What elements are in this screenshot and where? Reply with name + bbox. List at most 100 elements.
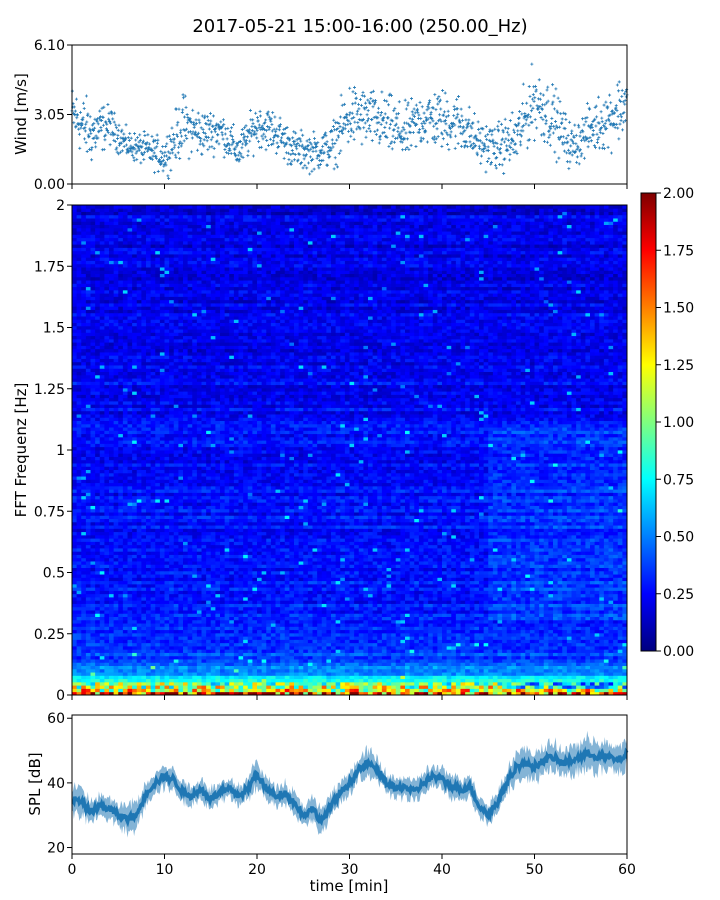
spectrogram-cell [109, 675, 115, 680]
spectrogram-cell [344, 668, 350, 673]
spectrogram-cell [372, 619, 378, 624]
spectrogram-cell [243, 668, 249, 673]
wind-point [311, 146, 315, 150]
wind-point [92, 136, 96, 140]
spectrogram-cell [492, 629, 498, 634]
spectrogram-cell [99, 636, 105, 640]
spectrogram-cell [474, 652, 480, 657]
spectrogram-cell [405, 681, 411, 686]
spectrogram-cell [423, 606, 429, 611]
spectrogram-cell [613, 619, 619, 624]
wind-point [161, 145, 165, 149]
spectrogram-cell [548, 632, 554, 637]
spectrogram-cell [307, 681, 313, 686]
spectrogram-cell [543, 662, 549, 666]
spectrogram-cell [104, 678, 110, 683]
spectrogram-cell [312, 636, 318, 640]
spectrogram-cell [76, 610, 82, 614]
spectrogram-cell [372, 642, 378, 647]
spectrogram-cell [169, 662, 175, 666]
spectrogram-cell [118, 681, 124, 686]
spectrogram-cell [132, 688, 138, 693]
spectrogram-cell [432, 642, 438, 647]
spectrogram-cell [289, 688, 295, 693]
spectrogram-cell [344, 636, 350, 640]
spectrogram-cell [386, 668, 392, 673]
spectrogram-cell [423, 639, 429, 644]
spectrogram-cell [307, 619, 313, 624]
spectrogram-cell [178, 655, 184, 660]
spectrogram-cell [553, 668, 559, 673]
spectrogram-cell [400, 685, 406, 689]
spectrogram-cell [159, 619, 165, 624]
spectrogram-cell [460, 662, 466, 666]
spectrogram-cell [127, 603, 133, 608]
wind-point [304, 153, 308, 157]
spectrogram-cell [460, 629, 466, 634]
spectrogram-cell [525, 655, 531, 660]
spectrogram-cell [284, 626, 290, 631]
wind-point [109, 132, 113, 136]
spectrogram-cell [178, 678, 184, 683]
spectrogram-cell [150, 652, 156, 657]
spectrogram-cell [164, 646, 170, 650]
spectrogram-cell [294, 636, 300, 640]
spectrogram-cell [85, 668, 91, 673]
spectrogram-cell [104, 610, 110, 614]
spectrogram-cell [270, 665, 276, 670]
spectrogram-cell [238, 672, 244, 676]
spectrogram-cell [469, 623, 475, 627]
wind-point [94, 134, 98, 138]
spectrogram-cell [76, 681, 82, 686]
spectrogram-cell [257, 639, 263, 644]
wind-point [319, 151, 323, 155]
spectrogram-cell [238, 642, 244, 647]
spectrogram-cell [409, 668, 415, 673]
spectrogram-cell [580, 685, 586, 689]
spectrogram-cell [599, 616, 605, 621]
wind-point [145, 141, 149, 145]
wind-point [266, 110, 270, 114]
wind-point [93, 126, 97, 130]
spectrogram-cell [270, 668, 276, 673]
spectrogram-cell [557, 619, 563, 624]
spectrogram-cell [594, 629, 600, 634]
spectrogram-cell [405, 616, 411, 621]
spectrogram-cell [270, 603, 276, 608]
spectrogram-cell [284, 681, 290, 686]
spectrogram-cell [275, 632, 281, 637]
spectrogram-cell [497, 646, 503, 650]
spectrogram-cell [307, 688, 313, 693]
spectrogram-cell [372, 659, 378, 663]
wind-point [193, 123, 197, 127]
spectrogram-cell [386, 629, 392, 634]
spectrogram-cell [146, 646, 152, 650]
spectrogram-cell [349, 626, 355, 631]
spectrogram-cell [109, 659, 115, 663]
spectrogram-cell [326, 688, 332, 693]
spectrogram-cell [183, 675, 189, 680]
spectrogram-cell [525, 668, 531, 673]
spectrogram-cell [113, 688, 119, 693]
spectrogram-cell [178, 626, 184, 631]
spectrogram-cell [377, 632, 383, 637]
spectrogram-cell [150, 672, 156, 676]
spectrogram-cell [289, 652, 295, 657]
spectrogram-cell [220, 672, 226, 676]
spectrogram-cell [580, 639, 586, 644]
spectrogram-cell [594, 646, 600, 650]
spectrogram-cell [529, 613, 535, 617]
spectrogram-cell [155, 636, 161, 640]
spectrogram-cell [428, 688, 434, 693]
spectrogram-cell [576, 681, 582, 686]
wind-point [296, 158, 300, 162]
wind-point [73, 109, 77, 113]
wind-point [108, 143, 112, 147]
spectrogram-cell [548, 646, 554, 650]
spectrogram-cell [261, 659, 267, 663]
spectrogram-cell [266, 610, 272, 614]
spectrogram-cell [90, 613, 96, 617]
wind-point [328, 154, 332, 158]
spectrogram-cell [525, 649, 531, 653]
spectrogram-cell [72, 649, 78, 653]
